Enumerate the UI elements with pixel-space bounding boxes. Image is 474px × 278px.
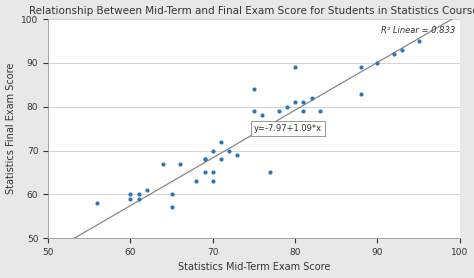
Point	[135, 192, 143, 197]
Point	[283, 105, 291, 109]
Point	[300, 109, 307, 113]
Point	[308, 96, 315, 100]
Point	[374, 61, 381, 65]
Point	[201, 170, 209, 175]
Point	[209, 170, 217, 175]
Point	[168, 205, 175, 210]
Text: R² Linear = 0.833: R² Linear = 0.833	[382, 26, 456, 35]
Point	[357, 91, 365, 96]
Point	[390, 52, 398, 56]
Point	[209, 148, 217, 153]
Point	[415, 39, 422, 43]
Point	[168, 192, 175, 197]
Point	[209, 179, 217, 183]
Point	[217, 157, 225, 162]
Point	[217, 140, 225, 144]
Point	[250, 87, 258, 91]
Point	[258, 113, 266, 118]
Point	[234, 153, 241, 157]
Point	[127, 192, 134, 197]
Point	[316, 109, 324, 113]
Point	[292, 100, 299, 105]
Point	[398, 48, 406, 52]
Text: y=-7.97+1.09*x: y=-7.97+1.09*x	[254, 124, 322, 133]
Point	[292, 131, 299, 135]
Point	[176, 162, 183, 166]
Title: Relationship Between Mid-Term and Final Exam Score for Students in Statistics Co: Relationship Between Mid-Term and Final …	[29, 6, 474, 16]
Point	[94, 201, 101, 205]
Point	[127, 197, 134, 201]
Point	[292, 65, 299, 70]
Point	[292, 131, 299, 135]
Point	[275, 109, 283, 113]
Point	[357, 65, 365, 70]
Point	[292, 126, 299, 131]
Point	[143, 188, 151, 192]
X-axis label: Statistics Mid-Term Exam Score: Statistics Mid-Term Exam Score	[178, 262, 330, 272]
Point	[300, 100, 307, 105]
Point	[192, 179, 200, 183]
Y-axis label: Statistics Final Exam Score: Statistics Final Exam Score	[6, 63, 16, 194]
Point	[250, 109, 258, 113]
Point	[267, 170, 274, 175]
Point	[226, 148, 233, 153]
Point	[201, 157, 209, 162]
Point	[135, 197, 143, 201]
Point	[160, 162, 167, 166]
Point	[201, 157, 209, 162]
